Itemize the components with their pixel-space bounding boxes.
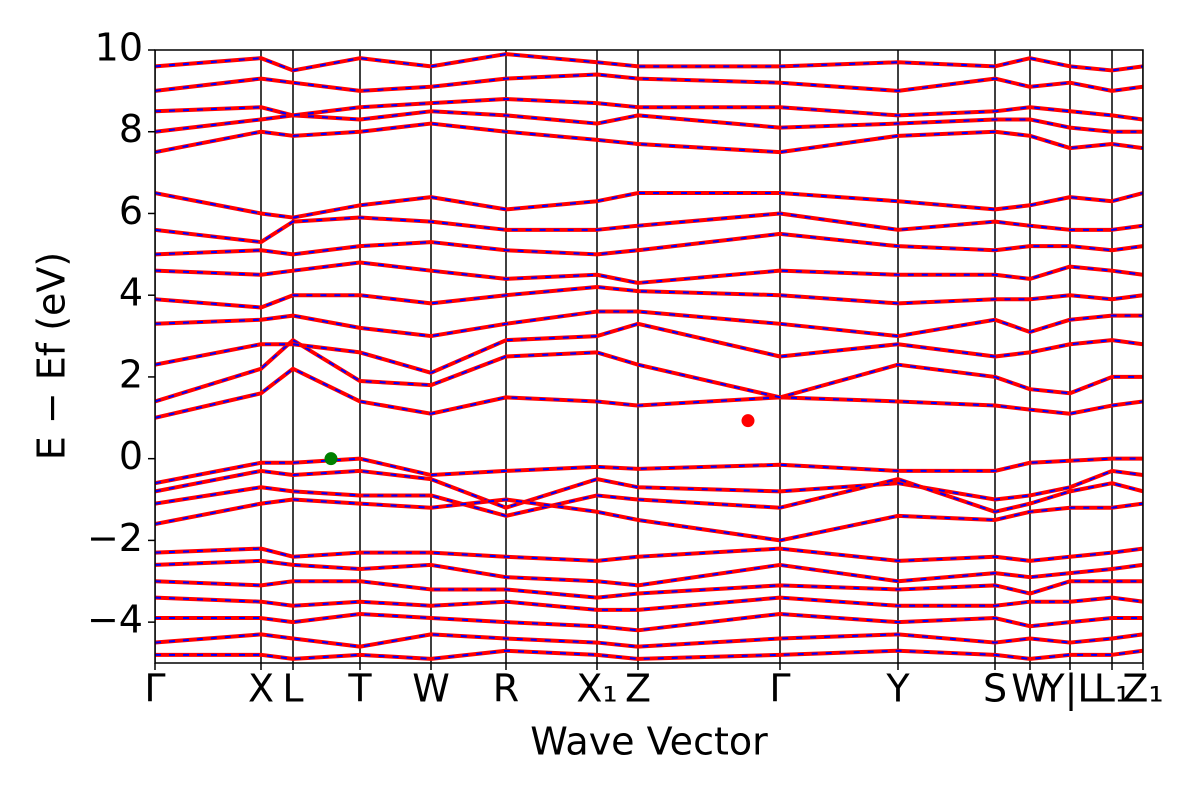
x-tick-label: Z xyxy=(625,667,651,711)
x-tick-label: T xyxy=(347,667,372,711)
band-line xyxy=(155,579,1143,600)
band-line xyxy=(155,191,1143,220)
y-tick-label: 8 xyxy=(119,107,143,151)
x-tick-label: Y xyxy=(885,667,910,711)
band-dashed-line xyxy=(155,310,1143,338)
x-tick-label: W xyxy=(1011,667,1049,711)
band-dashed-line xyxy=(155,498,1143,542)
y-axis-title: E − Ef (eV) xyxy=(30,252,74,461)
x-tick-label: L xyxy=(282,667,303,711)
plot-area xyxy=(155,50,1143,663)
band-line xyxy=(155,648,1143,661)
x-tick-label: Γ xyxy=(144,667,165,711)
band-line xyxy=(155,338,1143,404)
x-tick-label: Y|L xyxy=(1040,667,1098,712)
x-axis-title: Wave Vector xyxy=(530,720,768,764)
y-tick-label: −2 xyxy=(87,516,143,560)
band-line xyxy=(155,260,1143,285)
y-tick-label: 0 xyxy=(119,434,143,478)
band-line xyxy=(155,632,1143,649)
y-tick-label: 2 xyxy=(119,352,143,396)
band-line xyxy=(155,595,1143,612)
band-line xyxy=(155,231,1143,257)
x-tick-label: Z₁ xyxy=(1122,667,1163,711)
band-line xyxy=(155,611,1143,633)
x-tick-label: X₁ xyxy=(576,667,617,711)
y-tick-label: 6 xyxy=(119,189,143,233)
band-line xyxy=(155,558,1143,588)
band-line xyxy=(155,52,1143,73)
y-tick-label: 4 xyxy=(119,271,143,315)
x-tick-label: X xyxy=(248,667,274,711)
band-dashed-line xyxy=(155,212,1143,244)
axes-frame xyxy=(154,49,1144,664)
band-line xyxy=(155,468,1143,510)
band-line xyxy=(155,321,1143,375)
x-tick-label: S xyxy=(983,667,1007,711)
band-line xyxy=(155,72,1143,93)
band-line xyxy=(155,456,1143,486)
x-tick-label: Γ xyxy=(769,667,790,711)
x-tick-label: W xyxy=(412,667,450,711)
band-edge-marker xyxy=(324,452,338,466)
band-line xyxy=(155,546,1143,563)
x-tick-label: R xyxy=(493,667,519,711)
band-line xyxy=(155,97,1143,122)
band-dashed-line xyxy=(155,367,1143,419)
band-line xyxy=(155,477,1143,518)
band-line xyxy=(155,121,1143,155)
band-line xyxy=(155,109,1143,134)
band-edge-marker xyxy=(741,414,755,428)
y-tick-label: 10 xyxy=(95,26,143,70)
band-line xyxy=(155,285,1143,310)
x-tick-label: L₁ xyxy=(1094,667,1130,711)
y-tick-label: −4 xyxy=(87,598,143,642)
